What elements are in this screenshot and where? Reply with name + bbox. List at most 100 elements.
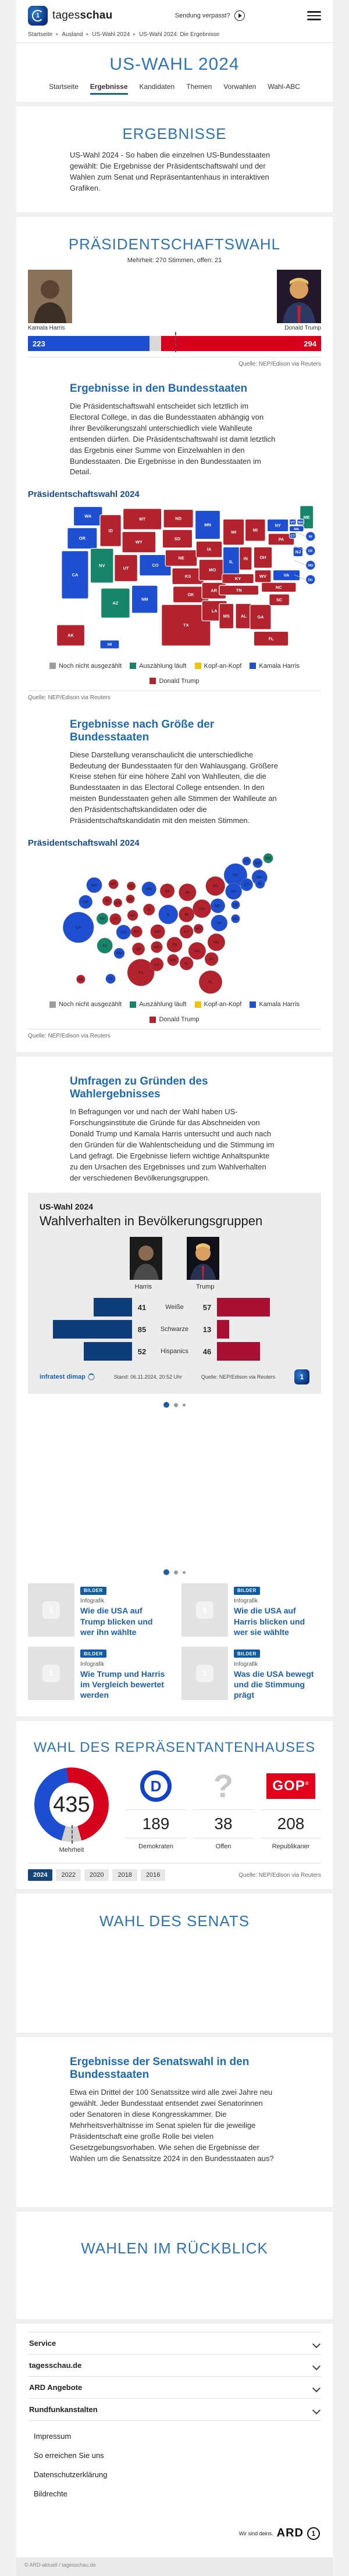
bubble-NE[interactable]: NE	[127, 910, 138, 921]
teaser-title[interactable]: Wie die USA auf Harris blicken und wer s…	[234, 1606, 305, 1637]
footer-accordion-service[interactable]: Service	[28, 2332, 321, 2354]
state-SD[interactable]: SD	[162, 529, 193, 549]
bubble-WA[interactable]: WA	[86, 876, 102, 893]
bubble-NC[interactable]: NC	[207, 933, 225, 951]
state-MA[interactable]: MA	[289, 525, 304, 532]
bubble-DC[interactable]: DC	[231, 914, 240, 923]
bubble-AR[interactable]: AR	[151, 940, 163, 953]
bubble-DE[interactable]: DE	[231, 900, 240, 909]
bubble-IA[interactable]: IA	[143, 903, 155, 915]
us-bubble-cartogram[interactable]: CA TX FL NY IL PA OH GA NC MI NJ VA WA AZ TN IN MA CO MN MO…	[28, 851, 321, 996]
bubble-RI[interactable]: RI	[255, 878, 265, 889]
footer-accordion-tagesschau-de[interactable]: tagesschau.de	[28, 2354, 321, 2376]
bubble-CT[interactable]: CT	[240, 878, 253, 891]
tagesschau-logo[interactable]: 1 tagesschau	[28, 6, 112, 26]
bubble-OR[interactable]: OR	[79, 895, 92, 909]
year-button-2022[interactable]: 2022	[56, 1869, 81, 1881]
bubble-TN[interactable]: TN	[166, 936, 183, 953]
bubble-PA[interactable]: PA	[205, 876, 225, 896]
state-WY[interactable]: WY	[122, 531, 156, 553]
bubble-OK[interactable]: OK	[132, 942, 145, 956]
state-FL[interactable]: FL	[253, 631, 289, 647]
tab-kandidaten[interactable]: Kandidaten	[139, 83, 175, 91]
carousel-dots[interactable]	[28, 1402, 321, 1408]
breadcrumb-item[interactable]: Ausland	[62, 31, 83, 38]
tab-ergebnisse[interactable]: Ergebnisse	[90, 83, 128, 95]
state-OH[interactable]: OH	[253, 546, 273, 569]
tab-startseite[interactable]: Startseite	[49, 83, 79, 91]
bubble-NV[interactable]: NV	[96, 913, 109, 925]
state-ME[interactable]: ME	[300, 505, 314, 529]
carousel-dot[interactable]	[163, 1569, 169, 1576]
carousel-dot[interactable]	[183, 1403, 186, 1407]
bubble-VT[interactable]: VT	[242, 856, 251, 865]
state-NE[interactable]: NE	[165, 549, 198, 567]
year-button-2020[interactable]: 2020	[84, 1869, 109, 1881]
state-PA[interactable]: PA	[268, 533, 295, 546]
tab-wahl-abc[interactable]: Wahl-ABC	[268, 83, 300, 91]
state-MI[interactable]: MI	[244, 518, 266, 542]
bubble-MN[interactable]: MN	[141, 881, 156, 896]
tab-vorwahlen[interactable]: Vorwahlen	[223, 83, 257, 91]
state-CA[interactable]: CA	[61, 550, 89, 600]
bubble-CA[interactable]: CA	[63, 911, 94, 943]
state-MN[interactable]: MN	[194, 510, 221, 540]
carousel-dot[interactable]	[174, 1403, 178, 1407]
state-AK[interactable]: AK	[56, 624, 86, 647]
teaser-item[interactable]: 1 BILDER Infografik Wie die USA auf Harris …	[181, 1583, 321, 1637]
state-NM[interactable]: NM	[131, 585, 158, 614]
footer-accordion-ard-angebote[interactable]: ARD Angebote	[28, 2376, 321, 2398]
breadcrumb-item[interactable]: Startseite	[28, 31, 53, 38]
year-button-2018[interactable]: 2018	[112, 1869, 137, 1881]
bubble-MT[interactable]: MT	[108, 879, 119, 889]
sendung-verpasst-link[interactable]: Sendung verpasst?	[175, 10, 245, 21]
us-states-map[interactable]: WA OR CA NV ID MT WY UT AZ NM CO ND SD NE KS OK TX MN IA MO…	[28, 503, 321, 656]
state-DC[interactable]: DC	[294, 574, 316, 585]
state-IN[interactable]: IN	[238, 546, 252, 571]
state-MT[interactable]: MT	[122, 508, 162, 531]
state-NV[interactable]: NV	[90, 548, 114, 584]
state-AZ[interactable]: AZ	[100, 588, 130, 619]
footer-link-bildrechte[interactable]: Bildrechte	[34, 2489, 67, 2499]
state-WV[interactable]: WV	[254, 570, 272, 584]
teaser-item[interactable]: 1 BILDER Infografik Was die USA bewegt und …	[181, 1646, 321, 1701]
bubble-MD[interactable]: MD	[210, 898, 225, 913]
tab-themen[interactable]: Themen	[186, 83, 212, 91]
state-NJ[interactable]: NJ	[293, 546, 304, 557]
state-VT[interactable]: VT	[289, 518, 297, 525]
bubble-OH[interactable]: OH	[193, 899, 212, 918]
footer-link-impressum[interactable]: Impressum	[34, 2432, 72, 2441]
state-UT[interactable]: UT	[114, 554, 138, 582]
carousel-dots-2[interactable]	[28, 1569, 321, 1576]
year-button-2024[interactable]: 2024	[28, 1869, 53, 1881]
state-RI[interactable]: RI	[294, 531, 316, 542]
bubble-MS[interactable]: MS	[167, 954, 179, 966]
bubble-VA[interactable]: VA	[211, 914, 228, 931]
bubble-CO[interactable]: CO	[116, 924, 131, 940]
state-VA[interactable]: VA	[272, 570, 301, 581]
state-SC[interactable]: SC	[269, 593, 290, 606]
bubble-ME[interactable]: ME	[263, 853, 273, 863]
state-CT[interactable]: CT	[289, 532, 297, 539]
state-MS[interactable]: MS	[219, 603, 234, 629]
year-button-2016[interactable]: 2016	[140, 1869, 166, 1881]
breadcrumb-item[interactable]: US-Wahl 2024	[92, 31, 130, 38]
bubble-KY[interactable]: KY	[179, 924, 194, 939]
teaser-item[interactable]: 1 BILDER Infografik Wie die USA auf Trump b…	[28, 1583, 168, 1637]
carousel-dot[interactable]	[174, 1570, 178, 1575]
state-WI[interactable]: WI	[222, 518, 245, 546]
bubble-ND[interactable]: ND	[126, 881, 136, 890]
footer-link-so-erreichen-sie-uns[interactable]: So erreichen Sie uns	[34, 2451, 104, 2460]
teaser-title[interactable]: Was die USA bewegt und die Stimmung präg…	[234, 1669, 314, 1700]
state-MD[interactable]: MD	[294, 560, 316, 571]
bubble-NM[interactable]: NM	[113, 947, 125, 959]
carousel-dot[interactable]	[163, 1402, 169, 1408]
bubble-KS[interactable]: KS	[130, 925, 143, 938]
bubble-HI[interactable]: HI	[105, 974, 116, 984]
state-AL[interactable]: AL	[235, 603, 252, 629]
bubble-SC[interactable]: SC	[204, 951, 219, 966]
state-WA[interactable]: WA	[73, 506, 103, 527]
teaser-title[interactable]: Wie die USA auf Trump blicken und wer ih…	[80, 1606, 153, 1637]
state-NH[interactable]: NH	[297, 518, 304, 525]
teaser-item[interactable]: 1 BILDER Infografik Wie Trump und Harris im…	[28, 1646, 168, 1701]
